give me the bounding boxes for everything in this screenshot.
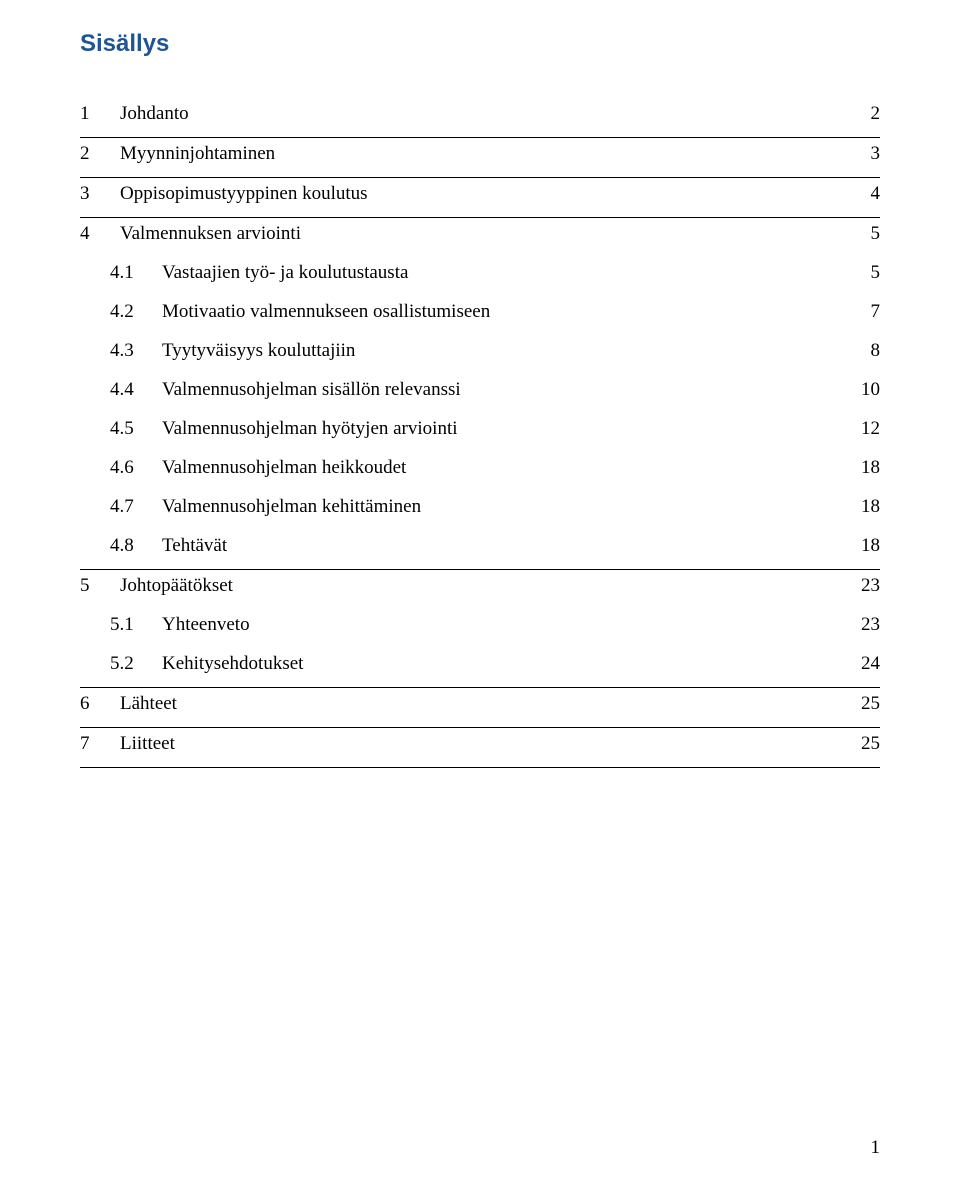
toc-entry-page: 23 [857, 576, 880, 595]
toc-entry-number: 5.2 [110, 654, 162, 673]
toc-entry: 2Myynninjohtaminen 3 [80, 137, 880, 177]
toc-entry-number: 4 [80, 224, 120, 243]
toc-entry-label: Valmennusohjelman heikkoudet [162, 458, 406, 477]
toc-entry-label: Valmennusohjelman hyötyjen arviointi [162, 419, 458, 438]
toc-entry-number: 4.5 [110, 419, 162, 438]
toc-entry: 4.6Valmennusohjelman heikkoudet 18 [80, 452, 880, 491]
toc-entry-page: 18 [857, 458, 880, 477]
toc-entry-label: Johtopäätökset [120, 576, 233, 595]
toc-entry: 4.3Tyytyväisyys kouluttajiin 8 [80, 335, 880, 374]
toc-entry-page: 4 [867, 184, 881, 203]
toc-entry-number: 6 [80, 694, 120, 713]
toc-entry-label: Motivaatio valmennukseen osallistumiseen [162, 302, 490, 321]
toc-entry-label: Valmennuksen arviointi [120, 224, 301, 243]
toc-entry-label: Tehtävät [162, 536, 227, 555]
toc-entry-page: 23 [857, 615, 880, 634]
toc-entry-number: 1 [80, 104, 120, 123]
toc-entry-label: Oppisopimustyyppinen koulutus [120, 184, 368, 203]
toc-entry-page: 18 [857, 497, 880, 516]
toc-entry-page: 2 [867, 104, 881, 123]
toc-entry: 5Johtopäätökset 23 [80, 569, 880, 609]
toc-entry-label: Tyytyväisyys kouluttajiin [162, 341, 355, 360]
toc-entry-number: 4.7 [110, 497, 162, 516]
toc-entry-number: 4.4 [110, 380, 162, 399]
toc-entry-page: 5 [867, 224, 881, 243]
toc-entry-label: Valmennusohjelman kehittäminen [162, 497, 421, 516]
toc-entry-number: 3 [80, 184, 120, 203]
toc-entry-number: 2 [80, 144, 120, 163]
toc-entry: 4.2Motivaatio valmennukseen osallistumis… [80, 296, 880, 335]
toc-entry-page: 3 [867, 144, 881, 163]
toc-entry-label: Vastaajien työ- ja koulutustausta [162, 263, 408, 282]
toc-entry-page: 12 [857, 419, 880, 438]
toc-entry: 4.4Valmennusohjelman sisällön relevanssi… [80, 374, 880, 413]
toc-entry-label: Kehitysehdotukset [162, 654, 303, 673]
toc-entry: 6Lähteet 25 [80, 687, 880, 727]
table-of-contents: 1Johdanto22Myynninjohtaminen33Oppisopimu… [80, 98, 880, 768]
toc-entry-page: 5 [867, 263, 881, 282]
toc-entry-page: 18 [857, 536, 880, 555]
toc-entry-label: Valmennusohjelman sisällön relevanssi [162, 380, 461, 399]
toc-entry-page: 24 [857, 654, 880, 673]
toc-entry-number: 5.1 [110, 615, 162, 634]
toc-entry: 7Liitteet 25 [80, 727, 880, 767]
toc-entry: 4.5Valmennusohjelman hyötyjen arviointi 1… [80, 413, 880, 452]
toc-entry-page: 7 [867, 302, 881, 321]
toc-entry: 4Valmennuksen arviointi 5 [80, 217, 880, 257]
toc-entry-number: 4.1 [110, 263, 162, 282]
toc-entry-number: 4.2 [110, 302, 162, 321]
toc-entry-label: Myynninjohtaminen [120, 144, 275, 163]
toc-entry-label: Johdanto [120, 104, 189, 123]
toc-entry-page: 8 [867, 341, 881, 360]
toc-entry-number: 4.3 [110, 341, 162, 360]
toc-entry-number: 7 [80, 734, 120, 753]
toc-entry: 1Johdanto 2 [80, 98, 880, 137]
toc-entry: 3Oppisopimustyyppinen koulutus 4 [80, 177, 880, 217]
toc-entry: 4.7Valmennusohjelman kehittäminen 18 [80, 491, 880, 530]
toc-entry-page: 25 [857, 734, 880, 753]
page-number: 1 [871, 1137, 881, 1159]
toc-entry: 5.2Kehitysehdotukset 24 [80, 648, 880, 687]
toc-entry-number: 4.6 [110, 458, 162, 477]
toc-entry: 5.1Yhteenveto 23 [80, 609, 880, 648]
toc-entry-number: 5 [80, 576, 120, 595]
toc-title: Sisällys [80, 30, 880, 58]
toc-entry: 4.8Tehtävät 18 [80, 530, 880, 569]
toc-entry: 4.1Vastaajien työ- ja koulutustausta 5 [80, 257, 880, 296]
toc-bottom-rule [80, 767, 880, 768]
toc-entry-label: Lähteet [120, 694, 177, 713]
toc-entry-page: 25 [857, 694, 880, 713]
toc-entry-label: Liitteet [120, 734, 175, 753]
toc-entry-page: 10 [857, 380, 880, 399]
document-page: Sisällys 1Johdanto22Myynninjohtaminen33O… [0, 0, 960, 1191]
toc-entry-label: Yhteenveto [162, 615, 250, 634]
toc-entry-number: 4.8 [110, 536, 162, 555]
